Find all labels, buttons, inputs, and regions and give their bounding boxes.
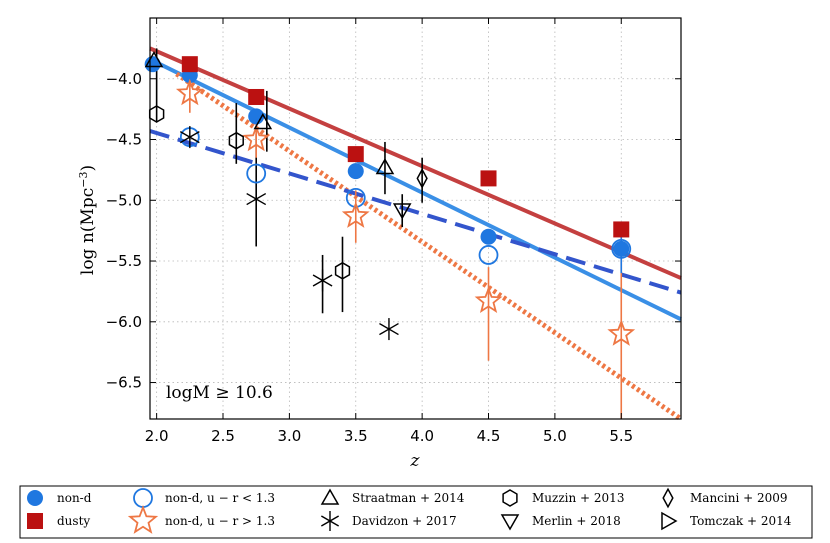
data-point-open-circle <box>345 187 366 208</box>
legend: non-d dusty non-d, u − r < 1.3 non-d, u − r… <box>27 487 792 534</box>
mass-annotation: logM ≥ 10.6 <box>166 383 273 403</box>
data-point-asterisk <box>179 126 200 149</box>
data-point-filled-square <box>181 56 198 73</box>
data-point-open-circle <box>611 238 632 259</box>
data-point-filled-circle <box>613 240 630 257</box>
fit-line-1 <box>149 46 682 280</box>
y-axis-label-main: log n(Mpc <box>78 188 98 275</box>
legend-label: Davidzon + 2017 <box>352 514 457 528</box>
legend-label: Merlin + 2018 <box>532 514 621 528</box>
data-point-open-circle <box>478 245 499 265</box>
plot-frame <box>149 17 682 420</box>
data-point-filled-square <box>613 221 630 238</box>
data-point-open-star <box>341 201 370 228</box>
fit-line-2 <box>149 57 682 322</box>
x-tick-label: 4.0 <box>410 427 434 445</box>
legend-label: Straatman + 2014 <box>352 491 465 505</box>
data-point-open-circle <box>246 163 267 184</box>
y-tick-label: −5.0 <box>106 191 142 209</box>
legend-marker-triangle-right <box>661 511 678 531</box>
x-axis-label: z <box>410 451 421 471</box>
data-point-hexagon <box>228 131 244 150</box>
data-point-asterisk-stroke <box>312 274 333 287</box>
y-tick-label: −4.5 <box>106 131 142 149</box>
data-point-open-star <box>175 78 204 106</box>
data-point-hexagon <box>334 261 351 280</box>
data-point-asterisk <box>246 188 267 211</box>
x-tick-label: 5.0 <box>543 427 567 445</box>
legend-marker-open-star <box>127 505 159 534</box>
legend-marker-hexagon <box>502 489 518 507</box>
data-point-filled-circle <box>480 228 497 245</box>
x-tick-label: 4.5 <box>477 427 501 445</box>
y-axis-label-sup: −3 <box>77 172 90 188</box>
legend-marker-filled-square <box>27 513 43 529</box>
data-point-open-star <box>474 286 503 314</box>
y-tick-label: −6.5 <box>106 374 142 392</box>
fit-lines <box>149 46 683 422</box>
legend-label: Mancini + 2009 <box>690 491 788 505</box>
data-point-open-star <box>242 124 271 152</box>
legend-marker-asterisk-stroke <box>320 515 340 527</box>
data-points <box>144 51 636 346</box>
data-point-filled-square <box>347 146 364 163</box>
data-point-asterisk-stroke <box>246 192 267 206</box>
legend-marker-triangle-down <box>500 514 520 531</box>
axis-ticks: 2.0 2.5 3.0 3.5 4.0 4.5 5.0 5.5 −4.0 −4.5 −5.0 −5.5… <box>106 18 681 445</box>
data-point-diamond <box>416 168 428 189</box>
x-tick-label: 2.0 <box>145 427 169 445</box>
x-tick-label: 3.5 <box>344 427 368 445</box>
data-point-asterisk-stroke <box>379 322 399 336</box>
data-point-filled-circle <box>144 56 161 73</box>
legend-marker-diamond <box>662 487 674 509</box>
x-tick-label: 2.5 <box>211 427 235 445</box>
x-tick-label: 3.0 <box>277 427 301 445</box>
legend-label: non-d <box>57 491 92 505</box>
data-point-asterisk-stroke <box>179 130 200 144</box>
x-tick-label: 5.5 <box>609 427 633 445</box>
legend-marker-triangle-up <box>320 488 340 505</box>
y-axis-label: log n(Mpc−3) <box>77 165 99 275</box>
legend-marker-filled-circle <box>27 490 43 506</box>
data-point-filled-square <box>248 88 265 105</box>
data-point-asterisk <box>379 318 399 341</box>
y-tick-label: −4.0 <box>106 70 142 88</box>
legend-marker-asterisk <box>320 511 340 531</box>
y-tick-label: −6.0 <box>106 313 142 331</box>
data-point-triangle-up <box>253 112 273 130</box>
y-axis-label-close: ) <box>78 165 98 172</box>
data-point-open-star <box>607 319 636 346</box>
fit-line-4 <box>149 129 682 295</box>
legend-label: Tomczak + 2014 <box>690 514 792 528</box>
legend-label: non-d, u − r < 1.3 <box>165 491 275 505</box>
y-tick-label: −5.5 <box>106 252 142 270</box>
legend-label: Muzzin + 2013 <box>532 491 624 505</box>
data-point-filled-square <box>480 170 497 187</box>
data-point-asterisk <box>312 269 333 292</box>
data-point-filled-circle <box>347 163 364 180</box>
legend-label: dusty <box>57 514 90 528</box>
legend-label: non-d, u − r > 1.3 <box>165 514 275 528</box>
data-point-triangle-down <box>392 203 412 220</box>
data-point-triangle-up <box>375 157 395 175</box>
